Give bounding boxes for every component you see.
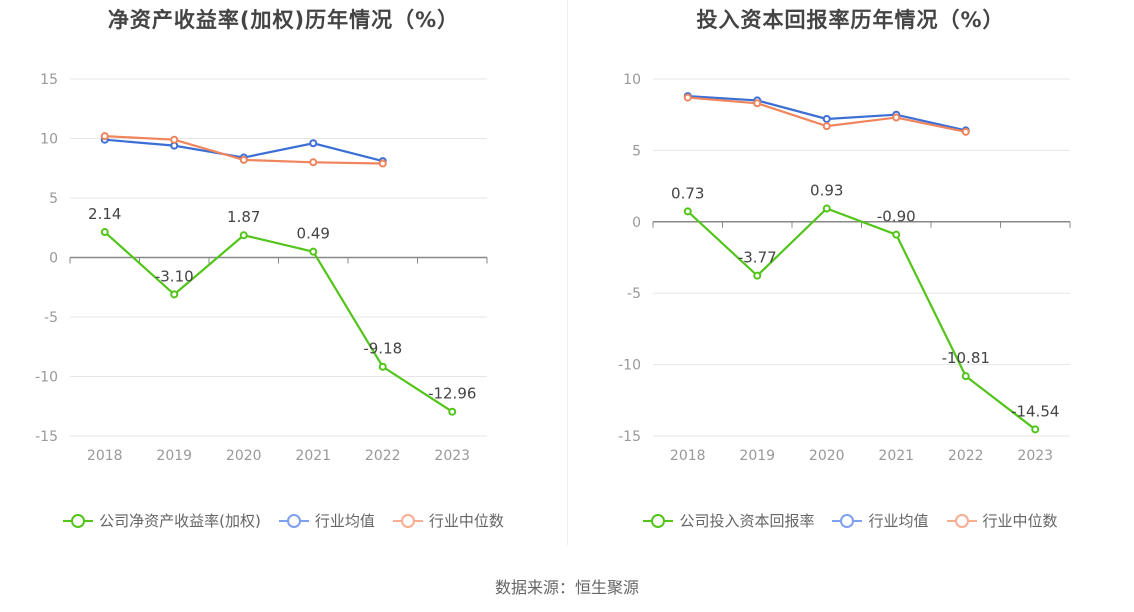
legend-marker-icon: [278, 513, 309, 529]
data-label: 0.73: [671, 184, 704, 202]
data-point[interactable]: [309, 158, 318, 167]
y-tick-label: 10: [40, 132, 58, 148]
x-tick-label: 2018: [670, 448, 706, 464]
legend-item-industry-mean[interactable]: 行业均值: [832, 510, 929, 531]
data-point[interactable]: [309, 139, 318, 148]
legend-label: 行业均值: [868, 512, 929, 530]
x-tick-label: 2022: [948, 448, 984, 464]
data-label: -14.54: [1011, 402, 1059, 420]
y-tick-label: -5: [627, 286, 641, 302]
chart-title: 净资产收益率(加权)历年情况（%）: [107, 8, 460, 32]
data-label: -12.96: [428, 385, 476, 403]
y-tick-label: -10: [618, 358, 641, 374]
data-label: 0.49: [297, 225, 330, 243]
series-line: [687, 207, 1036, 431]
legend-item-industry-median[interactable]: 行业中位数: [392, 510, 504, 531]
data-point[interactable]: [309, 247, 318, 256]
data-point[interactable]: [170, 290, 179, 299]
data-point[interactable]: [100, 132, 109, 141]
y-tick-label: 5: [49, 191, 58, 207]
legend-label: 行业中位数: [982, 512, 1058, 530]
chart-title: 投入资本回报率历年情况（%）: [696, 8, 1005, 32]
data-label: -10.81: [942, 349, 990, 367]
y-tick-label: -15: [618, 429, 641, 445]
data-point[interactable]: [239, 155, 248, 164]
series-line: [104, 231, 453, 413]
legend-marker-icon: [832, 513, 863, 529]
data-point[interactable]: [100, 228, 109, 237]
data-label: -3.77: [738, 249, 777, 267]
y-tick-label: -15: [35, 429, 58, 445]
y-tick-label: 15: [40, 72, 58, 88]
data-point[interactable]: [1031, 425, 1040, 434]
x-tick-label: 2020: [809, 448, 845, 464]
legend: 公司投入资本回报率 行业均值 行业中位数: [567, 510, 1134, 531]
data-point[interactable]: [239, 231, 248, 240]
y-tick-label: -10: [35, 370, 58, 386]
legend-item-industry-mean[interactable]: 行业均值: [278, 510, 375, 531]
data-point[interactable]: [448, 407, 457, 416]
y-tick-label: 10: [623, 72, 641, 88]
x-tick-label: 2023: [434, 448, 470, 464]
data-point[interactable]: [753, 271, 762, 280]
legend: 公司净资产收益率(加权) 行业均值 行业中位数: [0, 510, 567, 531]
x-tick-label: 2018: [87, 448, 123, 464]
legend-marker-icon: [392, 513, 423, 529]
data-point[interactable]: [892, 113, 901, 122]
data-point[interactable]: [822, 204, 831, 213]
y-tick-label: 0: [632, 215, 641, 231]
legend-label: 公司净资产收益率(加权): [99, 512, 261, 530]
data-point[interactable]: [892, 230, 901, 239]
x-tick-label: 2023: [1017, 448, 1053, 464]
data-source: 数据来源：恒生聚源: [494, 578, 639, 597]
chart-plot-roic: 10 5 0 -5 -10 -15 2018 2019 2020 2021 2022 2023 0.73…: [618, 72, 1071, 464]
y-tick-label: -5: [44, 310, 58, 326]
data-label: 2.14: [88, 205, 121, 223]
legend-item-company[interactable]: 公司净资产收益率(加权): [63, 510, 261, 531]
legend-marker-icon: [643, 513, 674, 529]
legend-marker-icon: [946, 513, 977, 529]
legend-label: 行业均值: [314, 512, 375, 530]
x-tick-label: 2019: [739, 448, 775, 464]
data-point[interactable]: [378, 362, 387, 371]
legend-item-industry-median[interactable]: 行业中位数: [946, 510, 1058, 531]
data-label: -9.18: [363, 340, 402, 358]
x-tick-label: 2021: [295, 448, 331, 464]
chart-panel-roe: 净资产收益率(加权)历年情况（%） 15 10 5 0 -5 -10 -15 2018 2019…: [0, 0, 567, 545]
x-tick-label: 2020: [226, 448, 262, 464]
y-tick-label: 0: [49, 251, 58, 267]
legend-label: 行业中位数: [428, 512, 504, 530]
data-label: -0.90: [877, 208, 916, 226]
data-point[interactable]: [961, 127, 970, 136]
data-label: 0.93: [810, 182, 843, 200]
data-point[interactable]: [961, 372, 970, 381]
x-tick-label: 2022: [365, 448, 401, 464]
y-tick-label: 5: [632, 143, 641, 159]
legend-marker-icon: [63, 513, 94, 529]
data-label: -3.10: [155, 267, 194, 285]
data-point[interactable]: [822, 122, 831, 131]
legend-item-company[interactable]: 公司投入资本回报率: [643, 510, 814, 531]
chart-plot-roe: 15 10 5 0 -5 -10 -15 2018 2019 2020 2021 2022 2023 2.…: [35, 72, 488, 464]
data-point[interactable]: [170, 135, 179, 144]
legend-label: 公司投入资本回报率: [679, 512, 815, 530]
data-point[interactable]: [378, 159, 387, 168]
panel-divider: [567, 0, 568, 545]
chart-panel-roic: 投入资本回报率历年情况（%） 10 5 0 -5 -10 -15 2018 2019 2020 2…: [567, 0, 1134, 545]
data-point[interactable]: [683, 93, 692, 102]
x-tick-label: 2019: [156, 448, 192, 464]
data-point[interactable]: [753, 99, 762, 108]
data-label: 1.87: [227, 208, 260, 226]
x-tick-label: 2021: [878, 448, 914, 464]
data-point[interactable]: [683, 207, 692, 216]
data-point[interactable]: [822, 114, 831, 123]
